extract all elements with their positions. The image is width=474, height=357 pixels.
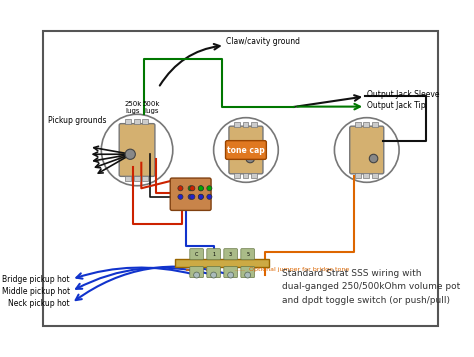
Circle shape <box>246 154 255 163</box>
Text: Neck pickup hot: Neck pickup hot <box>8 299 70 308</box>
Bar <box>134 176 140 181</box>
Text: Bridge pickup hot: Bridge pickup hot <box>2 275 70 284</box>
Text: tone cap: tone cap <box>227 146 265 155</box>
Bar <box>175 259 269 267</box>
Circle shape <box>190 186 195 191</box>
Bar <box>372 173 378 178</box>
Circle shape <box>228 272 234 278</box>
Circle shape <box>214 118 278 182</box>
Circle shape <box>198 186 203 191</box>
Bar <box>251 173 257 178</box>
FancyBboxPatch shape <box>224 249 237 260</box>
Bar <box>355 122 361 127</box>
Text: Output Jack Tip: Output Jack Tip <box>367 101 425 110</box>
Circle shape <box>101 114 173 186</box>
Circle shape <box>178 186 183 191</box>
FancyBboxPatch shape <box>190 249 203 260</box>
Circle shape <box>210 272 217 278</box>
Bar <box>364 122 369 127</box>
FancyBboxPatch shape <box>241 267 255 278</box>
Circle shape <box>178 194 183 199</box>
Bar <box>243 173 248 178</box>
Circle shape <box>125 149 136 159</box>
Text: 3: 3 <box>229 252 232 257</box>
Text: 5: 5 <box>246 252 249 257</box>
FancyBboxPatch shape <box>119 124 155 176</box>
Bar <box>125 176 131 181</box>
Text: 1: 1 <box>212 252 215 257</box>
Text: 500k
lugs: 500k lugs <box>143 101 160 114</box>
Circle shape <box>245 272 251 278</box>
FancyBboxPatch shape <box>229 126 263 174</box>
Circle shape <box>198 186 203 191</box>
Bar <box>234 173 240 178</box>
FancyBboxPatch shape <box>207 249 220 260</box>
FancyBboxPatch shape <box>350 126 384 174</box>
FancyBboxPatch shape <box>224 267 237 278</box>
Bar <box>125 119 131 125</box>
Bar <box>372 122 378 127</box>
Text: .....  Optional jumper for bridge tone: ..... Optional jumper for bridge tone <box>235 267 349 272</box>
Text: Output Jack Sleeve: Output Jack Sleeve <box>367 90 439 99</box>
Bar <box>142 176 148 181</box>
Circle shape <box>190 194 195 199</box>
FancyBboxPatch shape <box>190 267 203 278</box>
Text: C: C <box>195 252 198 257</box>
Circle shape <box>198 194 203 199</box>
FancyBboxPatch shape <box>241 249 255 260</box>
Bar <box>234 122 240 127</box>
Text: 250k
lugs: 250k lugs <box>124 101 141 114</box>
Circle shape <box>207 186 212 191</box>
Text: Middle pickup hot: Middle pickup hot <box>2 287 70 296</box>
Bar <box>142 119 148 125</box>
Circle shape <box>335 118 399 182</box>
Circle shape <box>193 272 200 278</box>
Circle shape <box>198 194 203 199</box>
FancyBboxPatch shape <box>207 267 220 278</box>
Text: Pickup grounds: Pickup grounds <box>48 116 106 125</box>
FancyBboxPatch shape <box>170 178 211 210</box>
Bar <box>251 122 257 127</box>
FancyBboxPatch shape <box>226 141 266 159</box>
Bar <box>243 122 248 127</box>
Circle shape <box>369 154 378 163</box>
Bar <box>364 173 369 178</box>
Text: Claw/cavity ground: Claw/cavity ground <box>227 37 301 46</box>
Circle shape <box>188 186 193 191</box>
Circle shape <box>207 194 212 199</box>
Bar <box>134 119 140 125</box>
Circle shape <box>188 194 193 199</box>
Text: Standard Strat SSS wiring with
dual-ganged 250/500kOhm volume pot
and dpdt toggl: Standard Strat SSS wiring with dual-gang… <box>282 269 460 305</box>
Bar <box>355 173 361 178</box>
